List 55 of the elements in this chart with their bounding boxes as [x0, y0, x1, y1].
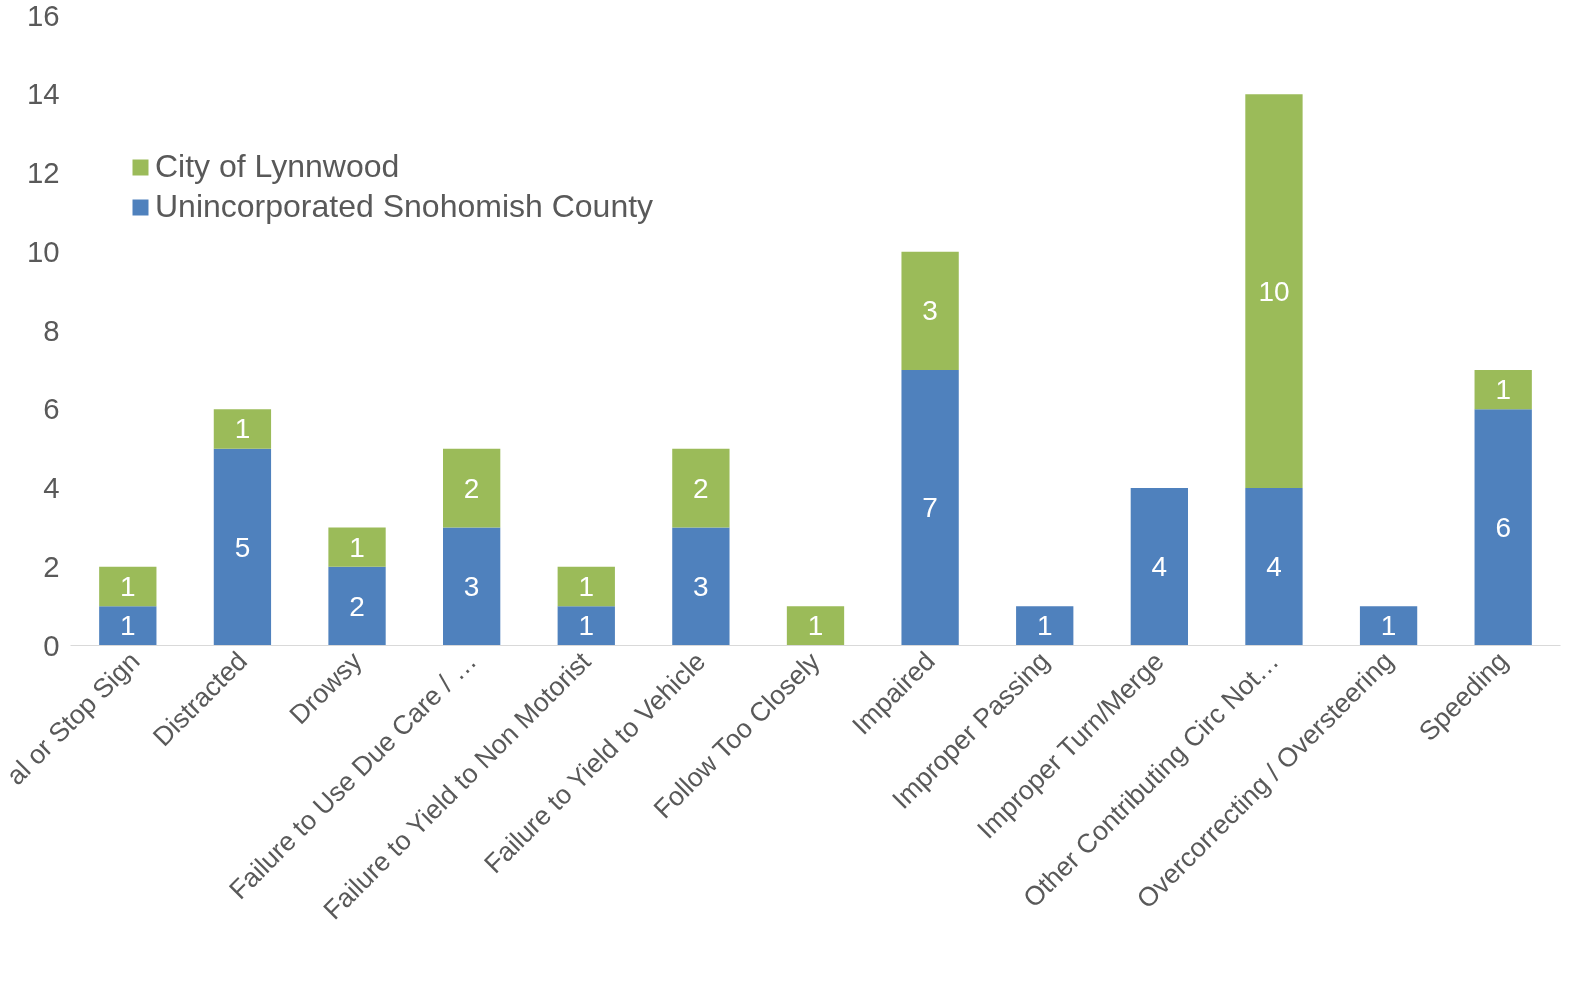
data-label: 1 [234, 413, 251, 445]
data-label: 3 [922, 295, 938, 327]
bar [328, 527, 386, 567]
y-tick-label: 10 [26, 234, 60, 268]
bar [443, 448, 501, 528]
data-label: 5 [234, 531, 251, 563]
bar [901, 251, 959, 370]
bar [672, 448, 730, 528]
bar [1474, 409, 1532, 646]
y-tick-label: 8 [43, 313, 60, 347]
bar [213, 409, 272, 449]
bar [557, 566, 615, 607]
data-label: 7 [922, 492, 938, 524]
data-label: 1 [120, 610, 136, 642]
bar [328, 566, 386, 646]
bar [1474, 369, 1532, 410]
data-label: 1 [807, 610, 824, 642]
data-label: 4 [1151, 551, 1168, 583]
bar [672, 527, 730, 646]
bar [1245, 488, 1303, 646]
bar [901, 369, 959, 646]
bar [786, 606, 845, 646]
data-label: 2 [463, 472, 480, 504]
data-label: 1 [578, 570, 595, 602]
y-tick-label: 2 [43, 549, 60, 583]
bar [1130, 488, 1188, 646]
data-label: 1 [1036, 610, 1053, 642]
data-label: 6 [1495, 511, 1511, 543]
data-label: 1 [120, 570, 136, 602]
data-label: 3 [463, 570, 480, 602]
y-tick-label: 16 [26, 0, 60, 32]
data-label: 4 [1266, 551, 1282, 583]
bar [443, 527, 501, 646]
data-label: 1 [349, 531, 365, 563]
bar [1245, 94, 1303, 488]
data-label: 1 [578, 610, 595, 642]
bar [99, 566, 157, 607]
bar [557, 606, 615, 646]
y-tick-label: 14 [26, 77, 60, 111]
data-label: 10 [1258, 275, 1290, 307]
y-tick-label: 6 [43, 392, 60, 426]
y-tick-label: 12 [26, 156, 60, 189]
bar [1016, 606, 1074, 646]
data-label: 2 [349, 590, 365, 622]
y-tick-label: 0 [43, 628, 60, 662]
bar [1359, 606, 1418, 646]
data-label: 1 [1495, 374, 1511, 406]
data-label: 1 [1380, 610, 1397, 642]
bar [213, 448, 272, 646]
bar [99, 606, 157, 646]
legend-label: City of Lynnwood [155, 148, 400, 185]
y-tick-label: 4 [43, 471, 60, 504]
data-label: 3 [693, 570, 709, 602]
legend-label: Unincorporated Snohomish County [155, 188, 654, 225]
data-label: 2 [693, 472, 709, 504]
